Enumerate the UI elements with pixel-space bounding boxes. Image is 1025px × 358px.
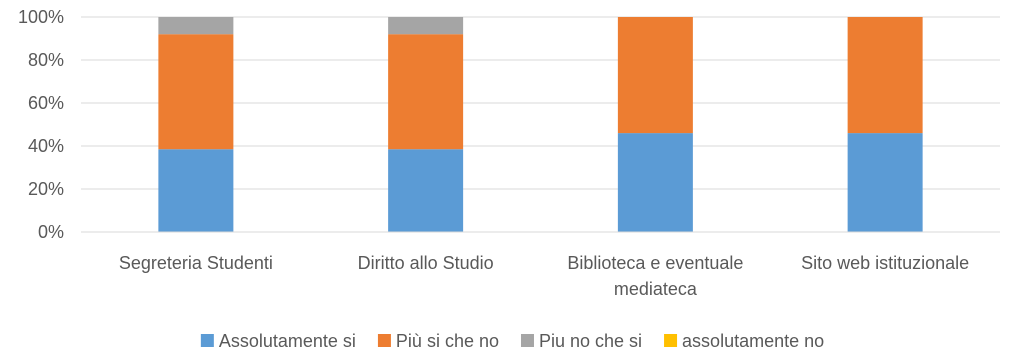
x-category-label: Sito web istituzionale [801,253,969,273]
x-category-label: mediateca [614,279,698,299]
legend-swatch [200,334,214,347]
y-tick-label: 20% [28,179,64,199]
legend-label: Piu no che si [539,331,642,351]
x-category-label: Segreteria Studenti [119,253,273,273]
legend: Assolutamente si Più si che no Piu no che … [200,331,824,351]
y-tick-label: 60% [28,93,64,113]
x-category-label: Biblioteca e eventuale [567,253,743,273]
bar-segment [617,17,693,134]
bar-segment [388,17,464,35]
y-tick-label: 100% [18,7,64,27]
x-axis: Segreteria Studenti Diritto allo Studio Bi… [81,231,1000,299]
bar-segment [158,34,234,150]
legend-swatch [377,334,391,347]
bars [158,17,923,232]
legend-label: assolutamente no [682,331,824,351]
bar-segment [617,133,693,232]
y-tick-label: 0% [38,222,64,242]
legend-swatch [664,334,678,347]
bar-segment [158,17,234,35]
x-category-label: Diritto allo Studio [358,253,494,273]
bar-segment [388,149,464,232]
y-tick-label: 80% [28,50,64,70]
y-axis: 0% 20% 40% 60% 80% 100% [18,7,64,242]
y-tick-label: 40% [28,136,64,156]
legend-label: Più si che no [396,331,499,351]
bar-segment [388,34,464,150]
bar-segment [847,133,923,232]
legend-label: Assolutamente si [219,331,356,351]
bar-segment [847,17,923,134]
legend-swatch [520,334,534,347]
bar-segment [158,149,234,232]
